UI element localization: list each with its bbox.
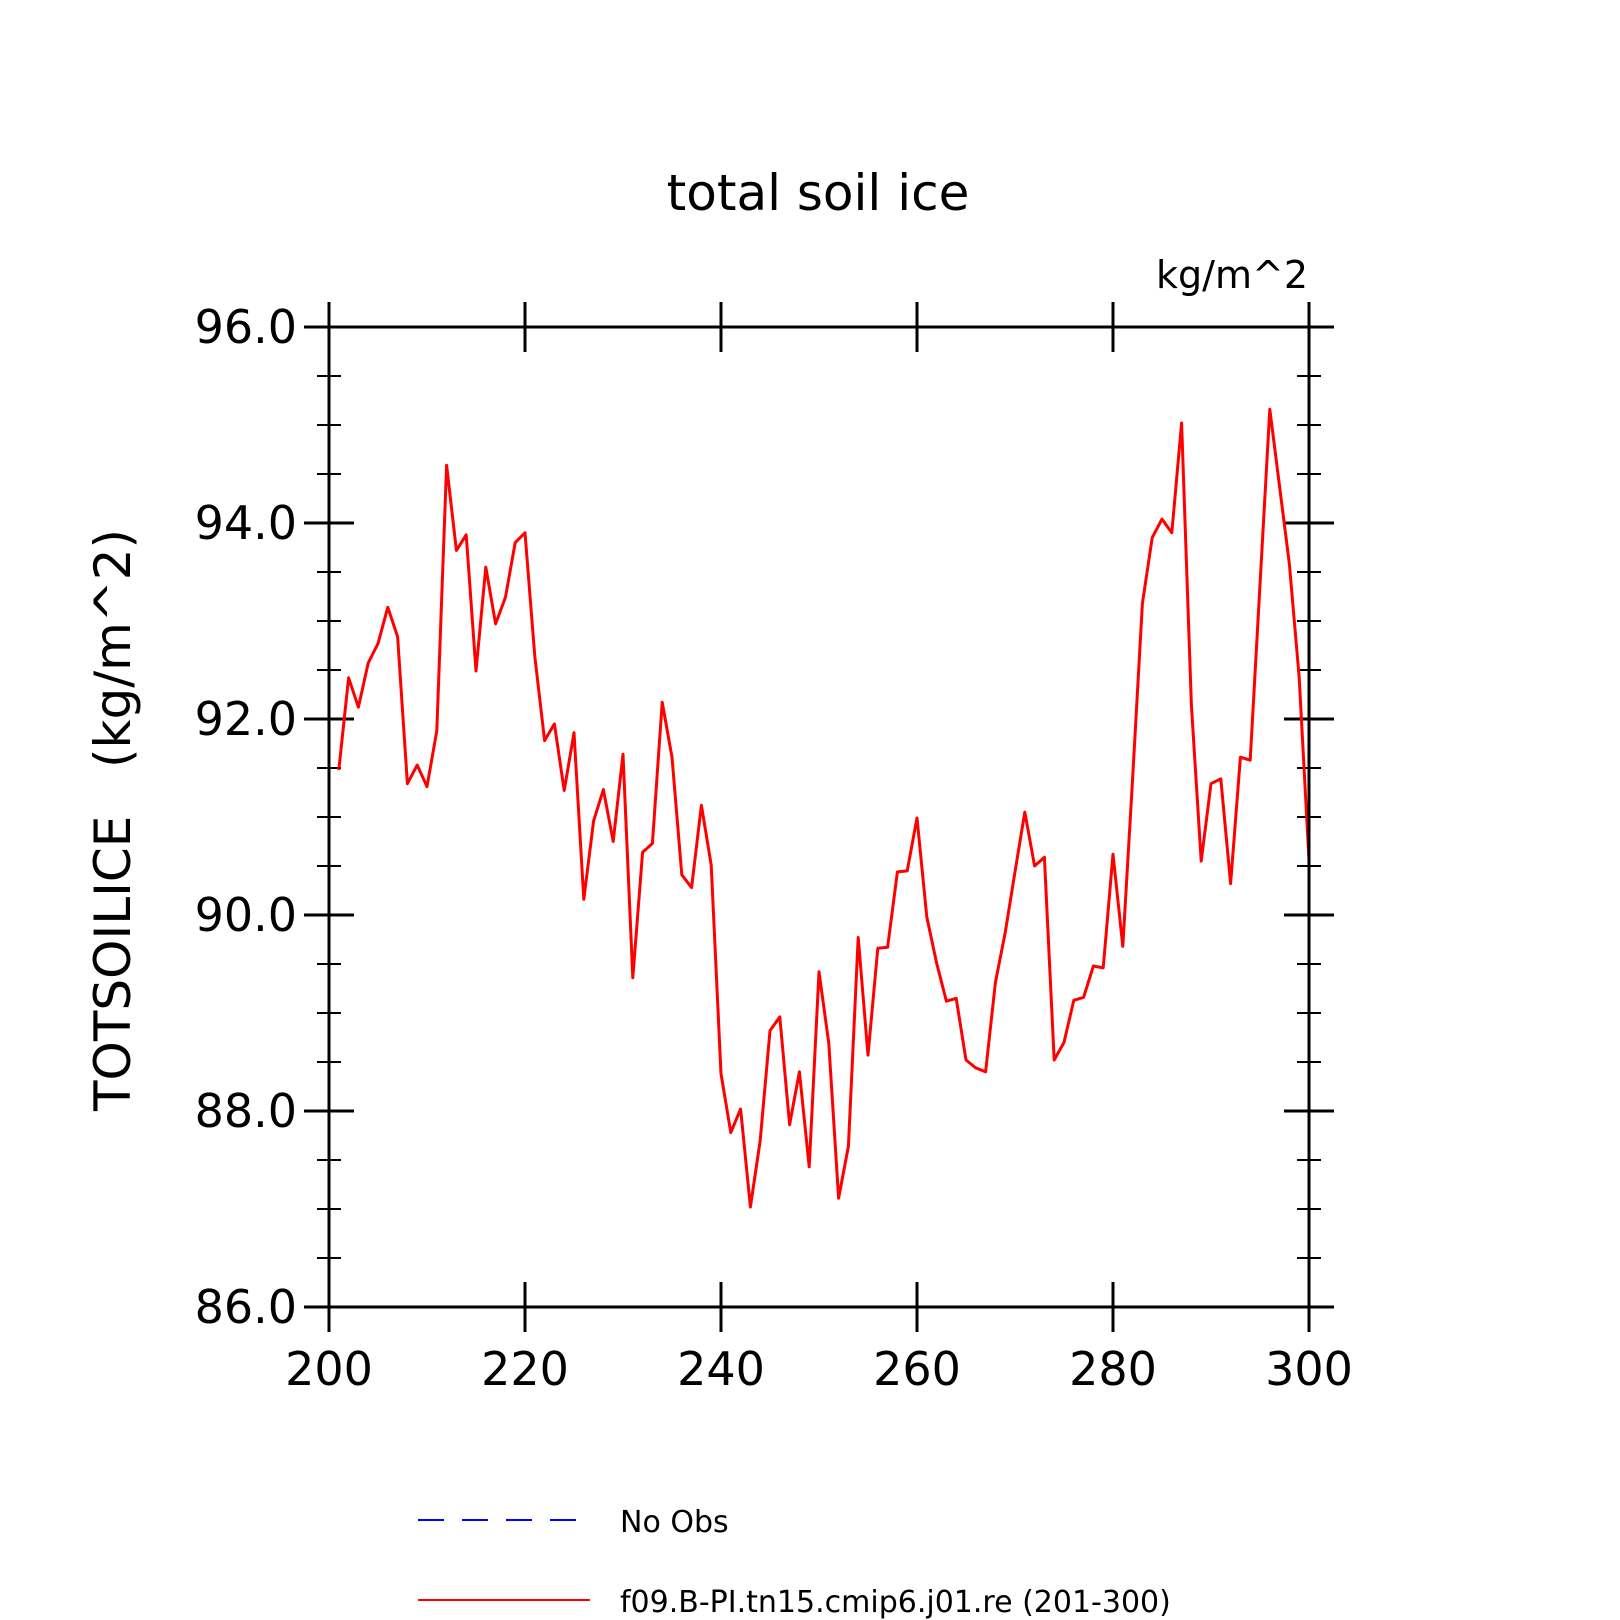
x-tick-label: 300	[1265, 1342, 1353, 1396]
y-tick-label: 90.0	[195, 888, 297, 942]
plot-frame	[327, 325, 1311, 1309]
y-tick-label: 88.0	[195, 1084, 297, 1138]
x-tick-label: 280	[1069, 1342, 1157, 1396]
chart-title: total soil ice	[667, 164, 970, 222]
y-tick-label: 92.0	[195, 692, 297, 746]
x-tick-label: 200	[285, 1342, 373, 1396]
y-tick-label: 94.0	[195, 496, 297, 550]
x-tick-label: 240	[677, 1342, 765, 1396]
axis-tick-labels: 200 220 240 260 280 300 86.0 88.0 90.0 92.0 94.0 96…	[195, 300, 1353, 1396]
legend: No Obs f09.B-PI.tn15.cmip6.j01.re (201-3…	[418, 1505, 1171, 1620]
y-tick-label: 86.0	[195, 1280, 297, 1334]
y-tick-label: 96.0	[195, 300, 297, 354]
y-axis-label: TOTSOILICE (kg/m^2)	[84, 529, 142, 1112]
series-line	[337, 407, 1311, 1209]
legend-label-model: f09.B-PI.tn15.cmip6.j01.re (201-300)	[620, 1585, 1171, 1620]
legend-label-no-obs: No Obs	[620, 1505, 729, 1540]
plot-series	[337, 407, 1311, 1209]
x-tick-label: 260	[873, 1342, 961, 1396]
x-tick-label: 220	[481, 1342, 569, 1396]
units-label: kg/m^2	[1156, 253, 1308, 297]
